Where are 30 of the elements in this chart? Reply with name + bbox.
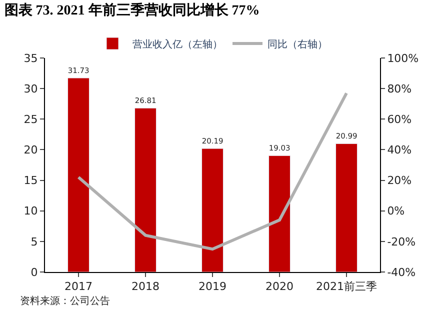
bar (68, 78, 90, 272)
y2-tick-label: 40% (387, 144, 412, 157)
y2-tick-label: 0% (387, 204, 405, 218)
bar (268, 155, 290, 272)
y-tick-label: 15 (24, 174, 38, 188)
x-tick-label: 2018 (132, 280, 160, 294)
bar (202, 148, 224, 272)
y2-tick-label: 100% (387, 52, 419, 65)
bar (336, 143, 358, 272)
x-tick-label: 2019 (198, 280, 226, 294)
x-tick-label: 2017 (64, 280, 92, 294)
y-tick-label: 35 (24, 52, 38, 65)
y2-tick-label: 60% (387, 112, 412, 126)
y-tick-label: 0 (30, 266, 38, 279)
text: 资料来源：公司公告 (20, 295, 110, 307)
legend-label: 营业收入亿（左轴） (132, 38, 222, 50)
legend-label: 同比（右轴） (268, 38, 328, 50)
y2-tick-label: -20% (387, 235, 416, 248)
y-tick-label: 20 (24, 144, 38, 157)
y-tick-label: 30 (24, 82, 38, 96)
y2-tick-label: -40% (387, 266, 416, 279)
bar (134, 108, 156, 272)
x-tick-label: 2020 (266, 280, 294, 294)
y2-tick-label: 80% (387, 82, 412, 96)
y-tick-label: 10 (24, 204, 38, 218)
y2-tick-label: 20% (387, 174, 412, 188)
chart-title: 图表 73. 2021 年前三季营收同比增长 77% (4, 2, 260, 19)
x-tick-label: 2021前三季 (316, 280, 377, 294)
y-tick-label: 5 (30, 235, 38, 248)
y-tick-label: 25 (24, 112, 38, 126)
